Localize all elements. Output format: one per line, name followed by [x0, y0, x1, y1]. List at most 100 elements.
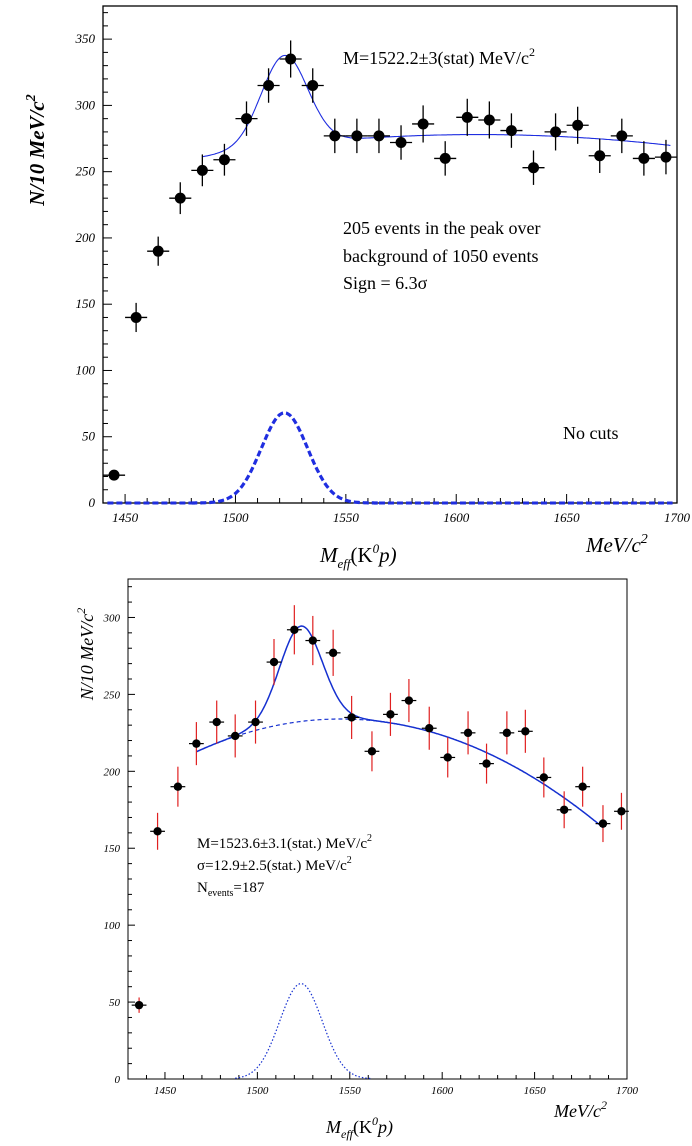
data-point [588, 138, 611, 173]
cuts-annotation: No cuts [563, 423, 619, 443]
x-axis-unit: MeV/c2 [553, 1098, 607, 1121]
y-tick-label: 150 [76, 296, 96, 311]
data-point [595, 805, 611, 843]
x-axis-unit-sup: 2 [601, 1098, 607, 1112]
x-tick-label: 1450 [112, 510, 139, 525]
point-marker [285, 53, 297, 65]
data-point [479, 743, 494, 784]
point-marker [251, 717, 260, 727]
mass-annotation: M=1523.6±3.1(stat.) MeV/c2 [197, 833, 372, 852]
sigma-rest: 2.5(stat.) MeV/c [248, 858, 347, 874]
point-marker [572, 119, 584, 131]
x-axis-label-sup: 0 [372, 1114, 378, 1128]
data-point [248, 700, 263, 744]
point-marker [108, 469, 120, 481]
point-marker [594, 150, 606, 162]
y-tick-label: 150 [104, 843, 121, 855]
data-point [325, 629, 341, 676]
point-marker [404, 696, 414, 705]
x-axis-label: Meff(K0p) [325, 1114, 393, 1141]
mass-sup: 2 [367, 833, 372, 844]
point-marker [218, 154, 230, 166]
data-point [517, 709, 533, 753]
sigma-pm: ± [240, 858, 248, 874]
point-marker [482, 759, 491, 768]
data-point [556, 791, 572, 829]
point-marker [373, 130, 385, 142]
data-point [421, 706, 437, 750]
point-marker [173, 782, 183, 791]
point-marker [559, 805, 569, 814]
point-marker [130, 311, 142, 323]
data-point [632, 141, 655, 176]
point-marker [386, 710, 395, 719]
x-tick-label: 1500 [222, 510, 249, 525]
events-value: =187 [233, 880, 264, 896]
sigma-annotation: σ=12.9±2.5(stat.) MeV/c2 [197, 855, 352, 874]
panel-bottom: 1450 1500 1550 1600 1650 1700 0 50 100 150 200 250 3… [74, 578, 639, 1141]
y-tick-label: 200 [104, 766, 121, 778]
events-n: N [197, 880, 208, 896]
point-marker [616, 130, 628, 142]
data-points [103, 40, 677, 481]
sigma-value: σ=12.9 [197, 858, 240, 874]
point-marker [528, 162, 539, 174]
point-marker [308, 636, 318, 645]
point-marker [329, 130, 341, 142]
data-point [383, 692, 398, 736]
point-marker [153, 827, 162, 836]
data-point [566, 106, 589, 144]
data-point [235, 101, 258, 136]
y-tick-label: 200 [76, 230, 96, 245]
data-point [456, 98, 479, 136]
point-marker [290, 625, 299, 634]
x-axis-unit-main: MeV/c [553, 1101, 601, 1121]
y-axis-label: N/10 MeV/c2 [24, 94, 49, 206]
fit-curve [196, 625, 604, 829]
y-tick-label: 350 [75, 31, 96, 46]
y-tick-label: 0 [115, 1074, 121, 1086]
point-marker [660, 151, 672, 163]
data-point [364, 731, 380, 772]
data-point [412, 105, 435, 143]
point-marker [307, 80, 319, 92]
point-marker [328, 648, 338, 658]
point-marker [395, 137, 407, 149]
mass-pm: ± [260, 836, 268, 852]
point-marker [461, 111, 473, 123]
y-axis-label-main: N/10 MeV/c [25, 101, 49, 207]
point-marker [617, 807, 626, 816]
y-tick-label: 300 [75, 97, 96, 112]
data-point [614, 792, 629, 830]
data-point [170, 766, 186, 807]
data-point [125, 302, 148, 333]
data-point [323, 118, 346, 154]
data-point [478, 101, 501, 139]
x-axis-label-sub: eff [341, 1127, 355, 1141]
point-marker [263, 80, 275, 92]
mass-rest: 3(stat) MeV/c [429, 48, 529, 69]
mass-rest: 3.1(stat.) MeV/c [268, 836, 367, 852]
data-point [286, 605, 302, 655]
point-marker [196, 164, 208, 176]
fit-curve [202, 54, 671, 158]
data-point [367, 118, 390, 154]
signal-curve [191, 411, 379, 505]
point-marker [598, 819, 608, 828]
point-marker [443, 753, 452, 762]
x-tick-label: 1650 [524, 1085, 547, 1097]
data-point [499, 711, 515, 755]
data-point [500, 113, 523, 148]
x-axis-label-rest: p) [376, 1117, 393, 1138]
data-point [150, 812, 165, 850]
y-tick-label: 50 [109, 997, 121, 1009]
point-marker [439, 152, 451, 164]
mass-pm: ± [419, 48, 429, 68]
panel-top: 1450 1500 1550 1600 1650 1700 0 50 100 150 200 250 3… [24, 5, 691, 571]
y-axis-label: N/10 MeV/c2 [74, 608, 97, 701]
data-point [188, 722, 204, 766]
y-axis-label-main: N/10 MeV/c [77, 614, 97, 701]
data-point [544, 113, 567, 151]
point-marker [463, 728, 473, 738]
